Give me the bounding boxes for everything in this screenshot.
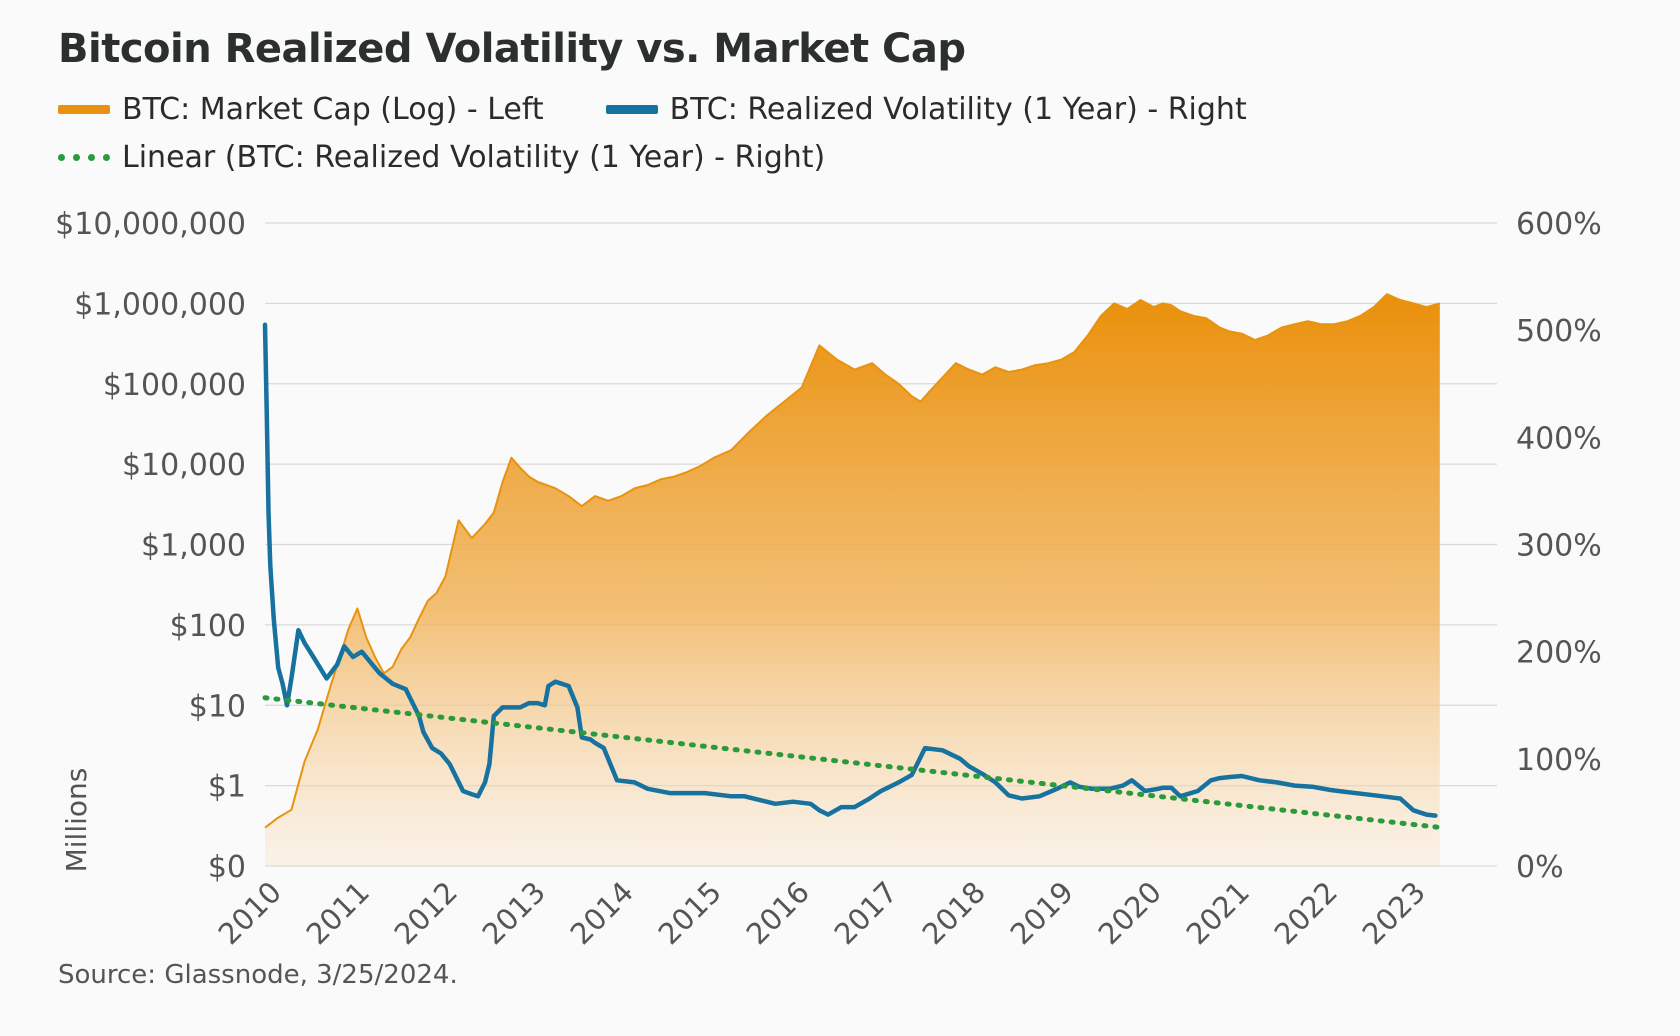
y-left-tick-label: $10,000 [122, 448, 246, 483]
y-left-tick-label: $1,000 [141, 529, 246, 564]
x-tick-label: 2021 [1180, 875, 1256, 951]
legend-volatility: BTC: Realized Volatility (1 Year) - Righ… [605, 92, 1247, 127]
linear-trend-line [262, 695, 1443, 830]
legend-swatch-market-cap [58, 105, 110, 114]
legend-label-volatility: BTC: Realized Volatility (1 Year) - Righ… [669, 92, 1247, 127]
market-cap-area [265, 294, 1440, 866]
y-right-tick-label: 300% [1516, 529, 1602, 564]
legend-row-1: BTC: Market Cap (Log) - Left BTC: Realiz… [58, 92, 1309, 127]
x-tick-label: 2010 [212, 875, 288, 951]
legend-row-2: Linear (BTC: Realized Volatility (1 Year… [58, 140, 887, 175]
y-right-tick-label: 0% [1516, 850, 1564, 885]
y-left-tick-label: $100 [170, 609, 246, 644]
x-tick-label: 2014 [564, 875, 640, 951]
y-right-tick-label: 600% [1516, 207, 1602, 242]
y-right-tick-label: 200% [1516, 636, 1602, 671]
x-tick-label: 2019 [1004, 875, 1080, 951]
y-left-tick-label: $100,000 [103, 368, 246, 403]
legend-swatch-volatility [605, 105, 658, 114]
volatility-line [262, 322, 1438, 818]
x-tick-label: 2020 [1092, 875, 1168, 951]
x-tick-label: 2016 [740, 875, 816, 951]
y-right-tick-label: 500% [1516, 314, 1602, 349]
y-right-tick-label: 100% [1516, 743, 1602, 778]
source-note: Source: Glassnode, 3/25/2024. [58, 960, 458, 990]
x-tick-label: 2015 [652, 875, 728, 951]
legend-label-market-cap: BTC: Market Cap (Log) - Left [122, 92, 544, 127]
x-tick-label: 2022 [1268, 875, 1344, 951]
y-left-tick-label: $1,000,000 [74, 287, 246, 322]
y-left-tick-label: $1 [208, 770, 246, 805]
y-left-tick-label: $10,000,000 [55, 207, 246, 242]
y-left-tick-label: $10 [189, 689, 246, 724]
market-cap-line [264, 293, 1441, 829]
x-tick-label: 2023 [1356, 875, 1432, 951]
x-tick-label: 2012 [388, 875, 464, 951]
x-tick-label: 2017 [828, 875, 904, 951]
legend-swatch-linear [58, 154, 110, 161]
y-left-tick-label: $0 [208, 850, 246, 885]
y-left-axis-label: Millions [60, 768, 93, 873]
y-right-tick-label: 400% [1516, 421, 1602, 456]
x-tick-label: 2013 [476, 875, 552, 951]
legend-label-linear: Linear (BTC: Realized Volatility (1 Year… [122, 140, 826, 175]
x-tick-label: 2018 [916, 875, 992, 951]
x-tick-label: 2011 [300, 875, 376, 951]
legend-linear: Linear (BTC: Realized Volatility (1 Year… [58, 140, 825, 175]
legend-market-cap: BTC: Market Cap (Log) - Left [58, 92, 544, 127]
chart-title: Bitcoin Realized Volatility vs. Market C… [58, 26, 966, 72]
